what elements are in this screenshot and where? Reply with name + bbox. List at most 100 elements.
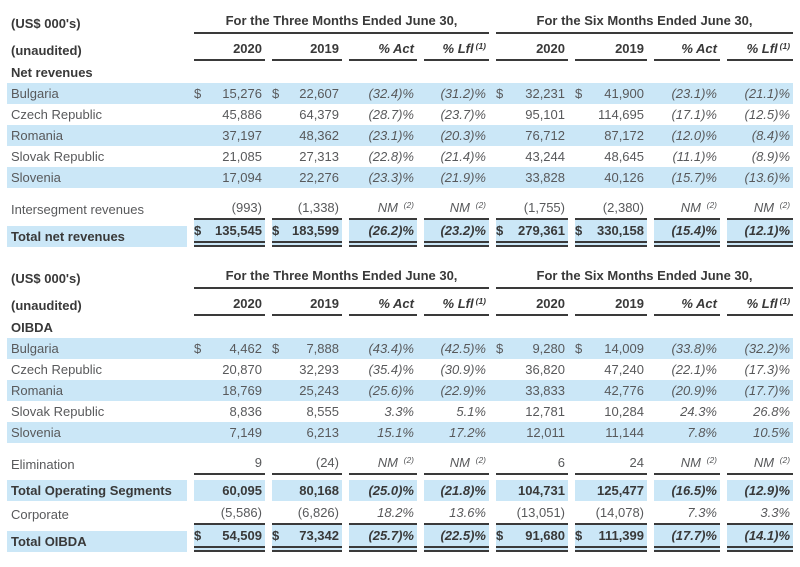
cell-value: $91,680: [496, 525, 568, 552]
cell-value: (30.9)%: [440, 362, 486, 377]
value-cell: 32,293: [265, 359, 342, 380]
value-cell: 104,731: [489, 475, 568, 501]
dollar-sign: $: [272, 223, 280, 238]
row-label: Intersegment revenues: [11, 202, 144, 217]
percent-cell: (23.7)%: [417, 104, 489, 125]
footnote-marker: (2): [403, 455, 414, 465]
dollar-sign: $: [194, 223, 202, 238]
row-label-cell: Elimination: [7, 451, 187, 475]
column-header-cell: % Lfl (1): [417, 289, 489, 316]
value-cell: (2,380): [568, 196, 647, 220]
percent-cell: (30.9)%: [417, 359, 489, 380]
value-cell: (13,051): [489, 501, 568, 525]
cell-value: 64,379: [299, 107, 339, 122]
cell-value: NM (2): [654, 452, 720, 475]
cell-value: 104,731: [496, 480, 568, 501]
column-header-label: % Lfl (1): [727, 38, 794, 61]
footnote-marker: (1): [475, 296, 486, 306]
cell-value: (33.8)%: [671, 341, 717, 356]
empty-cell: [489, 61, 568, 83]
row-label-cell: Bulgaria: [7, 83, 187, 104]
percent-cell: (31.2)%: [417, 83, 489, 104]
section-label-cell: OIBDA: [7, 316, 187, 338]
percent-cell: (15.4)%: [647, 220, 720, 247]
row-label-cell: Slovenia: [7, 167, 187, 188]
cell-value: $73,342: [272, 525, 342, 552]
percent-cell: (11.1)%: [647, 146, 720, 167]
percent-cell: (17.7)%: [647, 525, 720, 552]
value-cell: 8,555: [265, 401, 342, 422]
spacer-cell: [7, 188, 793, 196]
cell-value: 20,870: [222, 362, 262, 377]
row-label: Total net revenues: [7, 226, 187, 247]
column-header-cell: 2020: [187, 34, 265, 61]
row-label-cell: Czech Republic: [7, 359, 187, 380]
percent-cell: (12.1)%: [720, 220, 794, 247]
row-label: Bulgaria: [11, 341, 59, 356]
value-cell: $54,509: [187, 525, 265, 552]
column-header-label: % Act: [654, 38, 720, 61]
value-cell: 45,886: [187, 104, 265, 125]
cell-value: (15.4)%: [654, 220, 720, 247]
percent-cell: (12.5)%: [720, 104, 793, 125]
value-cell: (14,078): [568, 501, 647, 525]
footnote-marker: (2): [475, 200, 486, 210]
percent-cell: NM (2): [342, 196, 417, 220]
percent-cell: (25.7)%: [342, 525, 417, 552]
footnote-marker: (2): [475, 455, 486, 465]
table-row: Romania 18,769 25,243 (25.6)% (22.9)% 33,833 4…: [7, 380, 794, 401]
column-header-cell: 2020: [489, 289, 568, 316]
unaudited-label: (unaudited): [11, 43, 82, 58]
value-cell: 48,645: [568, 146, 647, 167]
column-header-cell: 2019: [568, 289, 647, 316]
cell-value: 27,313: [299, 149, 339, 164]
value-cell: (24): [265, 451, 342, 475]
units-label-cell: (US$ 000's): [7, 6, 187, 34]
cell-value: 8,836: [229, 404, 262, 419]
value-cell: $111,399: [568, 525, 647, 552]
percent-cell: 24.3%: [647, 401, 720, 422]
cell-value: 12,011: [526, 425, 565, 440]
value-cell: 24: [568, 451, 647, 475]
column-header-row: (unaudited) 2020 2019 % Act % Lfl (1) 2020 2019…: [7, 289, 794, 316]
cell-value: (32.4)%: [368, 86, 414, 101]
percent-cell: (32.4)%: [342, 83, 417, 104]
footnote-marker: (2): [706, 455, 717, 465]
cell-value: 13.6%: [424, 502, 489, 525]
cell-value: (21.4)%: [440, 149, 486, 164]
column-header-cell: 2019: [568, 34, 647, 61]
column-header-cell: % Act: [342, 34, 417, 61]
column-header-label: 2019: [272, 38, 342, 61]
value-cell: $32,231: [489, 83, 568, 104]
percent-cell: (26.2)%: [342, 220, 417, 247]
percent-cell: 7.3%: [647, 501, 720, 525]
percent-cell: (8.9)%: [720, 146, 793, 167]
row-label: Romania: [11, 383, 64, 398]
dollar-sign: $: [496, 528, 504, 543]
cell-value: NM (2): [424, 197, 489, 220]
cell-value: (23.1)%: [671, 86, 717, 101]
percent-cell: (21.1)%: [720, 83, 793, 104]
cell-value: (8.4)%: [751, 128, 791, 143]
cell-value: 18,769: [222, 383, 262, 398]
value-cell: 114,695: [568, 104, 647, 125]
period-header-label: For the Six Months Ended June 30,: [496, 13, 794, 34]
percent-cell: (33.8)%: [647, 338, 720, 359]
value-cell: 18,769: [187, 380, 265, 401]
cell-value: (2,380): [575, 197, 647, 220]
cell-value: 7.3%: [654, 502, 720, 525]
value-cell: $279,361: [489, 220, 568, 247]
footnote-marker: (1): [779, 296, 791, 306]
cell-value: 6,213: [306, 425, 339, 440]
column-header-cell: 2019: [265, 289, 342, 316]
percent-cell: (22.5)%: [417, 525, 489, 552]
period-header-label: For the Three Months Ended June 30,: [194, 268, 489, 289]
value-cell: 87,172: [568, 125, 647, 146]
period-header-label: For the Three Months Ended June 30,: [194, 13, 489, 34]
cell-value: (13,051): [496, 502, 568, 525]
empty-cell: [265, 316, 342, 338]
percent-cell: 3.3%: [720, 501, 794, 525]
cell-value: $183,599: [272, 220, 342, 247]
percent-cell: 26.8%: [720, 401, 793, 422]
cell-value: 9: [194, 452, 265, 475]
